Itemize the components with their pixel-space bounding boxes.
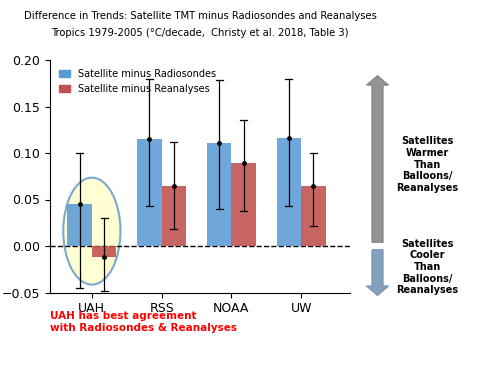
Bar — [92, 246, 116, 257]
Bar — [301, 186, 326, 246]
Bar — [137, 139, 162, 246]
Bar — [68, 204, 92, 246]
Text: Tropics 1979-2005 (°C/decade,  Christy et al. 2018, Table 3): Tropics 1979-2005 (°C/decade, Christy et… — [52, 28, 349, 38]
Bar — [162, 186, 186, 246]
Text: Satellites
Cooler
Than
Balloons/
Reanalyses: Satellites Cooler Than Balloons/ Reanaly… — [396, 239, 458, 295]
Text: UAH has best agreement
with Radiosondes & Reanalyses: UAH has best agreement with Radiosondes … — [50, 311, 237, 333]
Text: Satellites
Warmer
Than
Balloons/
Reanalyses: Satellites Warmer Than Balloons/ Reanaly… — [396, 136, 458, 193]
Ellipse shape — [64, 178, 120, 285]
Bar — [207, 143, 232, 246]
Bar — [232, 163, 256, 246]
Legend: Satellite minus Radiosondes, Satellite minus Reanalyses: Satellite minus Radiosondes, Satellite m… — [55, 65, 220, 98]
Text: Difference in Trends: Satellite TMT minus Radiosondes and Reanalyses: Difference in Trends: Satellite TMT minu… — [24, 11, 376, 21]
Bar — [276, 138, 301, 246]
